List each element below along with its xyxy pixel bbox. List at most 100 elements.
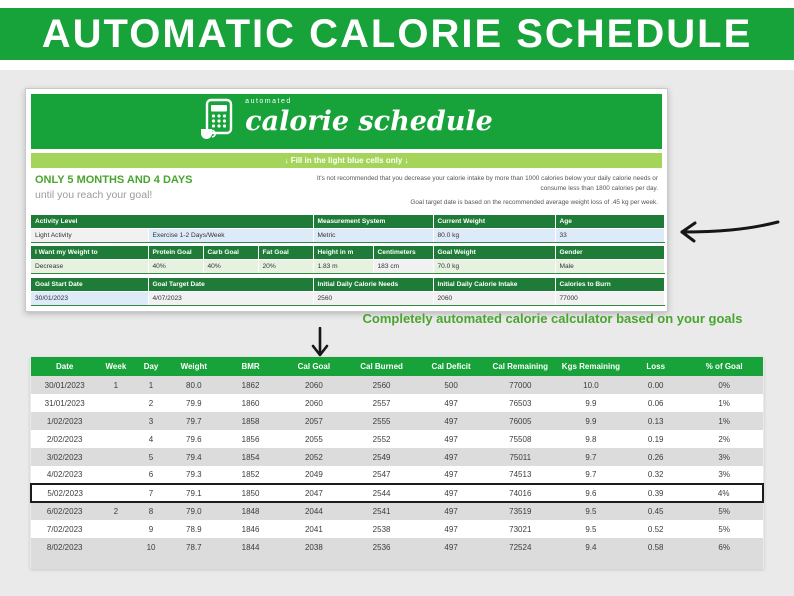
table-cell: 79.7: [168, 412, 220, 430]
table-cell: 2557: [345, 394, 418, 412]
table-cell: 1862: [219, 376, 283, 394]
table-cell: 5/02/2023: [29, 483, 99, 503]
current-weight-input[interactable]: 80.0 kg: [433, 228, 556, 243]
warning-note-block: It's not recommended that you decrease y…: [306, 174, 658, 208]
table-cell: 80.0: [168, 376, 220, 394]
table-cell: 1858: [219, 412, 283, 430]
header-initial-calorie-intake: Initial Daily Calorie Intake: [433, 277, 556, 292]
header-goal-weight: Goal Weight: [433, 246, 556, 261]
table-cell: 497: [417, 502, 485, 520]
table-row: 1/02/2023 3 79.7 1858 2057 2555 497 76005 9.9 0.1…: [31, 412, 763, 430]
table-cell: 9.5: [555, 502, 627, 520]
table-cell: 31/01/2023: [31, 394, 99, 412]
table-cell: 0.00: [626, 376, 686, 394]
table-cell: 72524: [484, 538, 556, 556]
table-cell: 2049: [282, 466, 346, 484]
table-cell: 4/02/2023: [31, 466, 99, 484]
table-cell: 73519: [484, 502, 556, 520]
table-cell: 2549: [345, 448, 418, 466]
table-cell: [98, 483, 134, 503]
table-cell: 0.26: [626, 448, 686, 466]
height-m-input[interactable]: 1.83 m: [313, 259, 374, 275]
age-input[interactable]: 33: [555, 228, 665, 243]
table-cell: 9.8: [555, 430, 627, 448]
protein-goal-input[interactable]: 40%: [148, 259, 204, 275]
table-cell: 4%: [685, 483, 764, 503]
table-cell: 30/01/2023: [31, 376, 99, 394]
table-cell: 2536: [345, 538, 418, 556]
table-cell: 1: [98, 376, 134, 394]
banner-background: AUTOMATIC CALORIE SCHEDULE: [0, 8, 794, 60]
table-cell: 0.45: [626, 502, 686, 520]
sheet-header: automated calorie schedule: [31, 94, 662, 149]
table-cell: 10: [133, 538, 169, 556]
table-cell: 10.0: [555, 376, 627, 394]
table-cell: 3/02/2023: [31, 448, 99, 466]
table-cell: 5%: [685, 520, 763, 538]
form-data-row: Light Activity Exercise 1-2 Days/Week Me…: [31, 228, 665, 243]
measurement-system-input[interactable]: Metric: [313, 228, 434, 243]
table-cell: 1846: [219, 520, 283, 538]
table-cell: 79.9: [168, 394, 220, 412]
table-cell: 9.5: [555, 520, 627, 538]
calories-to-burn-value: 77000: [555, 291, 665, 306]
table-cell: 76503: [484, 394, 556, 412]
table-row: 4/02/2023 6 79.3 1852 2049 2547 497 74513 9.7 0.3…: [31, 466, 763, 484]
table-cell: 8/02/2023: [31, 538, 99, 556]
table-row: 8/02/2023 10 78.7 1844 2038 2536 497 72524 9.4 0.…: [31, 538, 763, 556]
table-row: 30/01/2023 1 1 80.0 1862 2060 2560 500 77000 10.0…: [31, 376, 763, 394]
fat-goal-input[interactable]: 20%: [258, 259, 314, 275]
column-header-cal-remaining: Cal Remaining: [484, 357, 556, 376]
table-cell: 0%: [685, 376, 763, 394]
table-cell: 3%: [685, 448, 763, 466]
table-cell: [98, 430, 134, 448]
table-cell: 2055: [282, 430, 346, 448]
table-cell: 497: [417, 538, 485, 556]
table-cell: 2: [98, 502, 134, 520]
table-cell: [98, 520, 134, 538]
goal-target-date-value: 4/07/2023: [148, 291, 314, 306]
table-cell: 2544: [345, 483, 418, 503]
table-cell: 500: [417, 376, 485, 394]
table-cell: 2547: [345, 466, 418, 484]
column-header-weight: Weight: [168, 357, 220, 376]
table-cell: 497: [417, 466, 485, 484]
table-cell: 74513: [484, 466, 556, 484]
carb-goal-input[interactable]: 40%: [203, 259, 259, 275]
goal-weight-input[interactable]: 70.0 kg: [433, 259, 556, 275]
weight-goal-input[interactable]: Decrease: [31, 259, 149, 275]
table-cell: 79.3: [168, 466, 220, 484]
column-header-day: Day: [133, 357, 169, 376]
logo: automated calorie schedule: [200, 98, 493, 145]
table-cell: 75011: [484, 448, 556, 466]
table-cell: 6/02/2023: [31, 502, 99, 520]
logo-small-label: automated: [245, 98, 292, 105]
table-cell: [98, 394, 134, 412]
gender-input[interactable]: Male: [555, 259, 665, 275]
header-initial-calorie-needs: Initial Daily Calorie Needs: [313, 277, 434, 292]
duration-note-block: ONLY 5 MONTHS AND 4 DAYS until you reach…: [35, 174, 193, 201]
schedule-table-body: 30/01/2023 1 1 80.0 1862 2060 2560 500 77000 10.0…: [29, 376, 764, 569]
table-cell: 74016: [484, 483, 556, 503]
table-cell: 1%: [685, 394, 763, 412]
table-cell: 2057: [282, 412, 346, 430]
table-cell: 78.9: [168, 520, 220, 538]
logo-title: calorie schedule: [245, 106, 493, 137]
goal-start-date-input[interactable]: 30/01/2023: [31, 291, 149, 306]
table-cell: 79.4: [168, 448, 220, 466]
schedule-table: Date Week Day Weight BMR Cal Goal Cal Burned Ca…: [29, 357, 764, 569]
table-cell: 9.9: [555, 412, 627, 430]
column-header-loss: Loss: [626, 357, 686, 376]
table-row: 7/02/2023 9 78.9 1846 2041 2538 497 73021 9.5 0.5…: [31, 520, 763, 538]
table-row: 2/02/2023 4 79.6 1856 2055 2552 497 75508 9.8 0.1…: [31, 430, 763, 448]
table-cell: 9.9: [555, 394, 627, 412]
table-cell: 0.19: [626, 430, 686, 448]
notes-row: ONLY 5 MONTHS AND 4 DAYS until you reach…: [31, 168, 662, 213]
table-cell: 73021: [484, 520, 556, 538]
table-cell: 2038: [282, 538, 346, 556]
header-fat-goal: Fat Goal: [258, 246, 314, 261]
header-carb-goal: Carb Goal: [203, 246, 259, 261]
calculator-sheet: automated calorie schedule ↓ Fill in the…: [25, 88, 668, 312]
column-header-bmr: BMR: [219, 357, 283, 376]
exercise-frequency-input[interactable]: Exercise 1-2 Days/Week: [148, 228, 314, 243]
